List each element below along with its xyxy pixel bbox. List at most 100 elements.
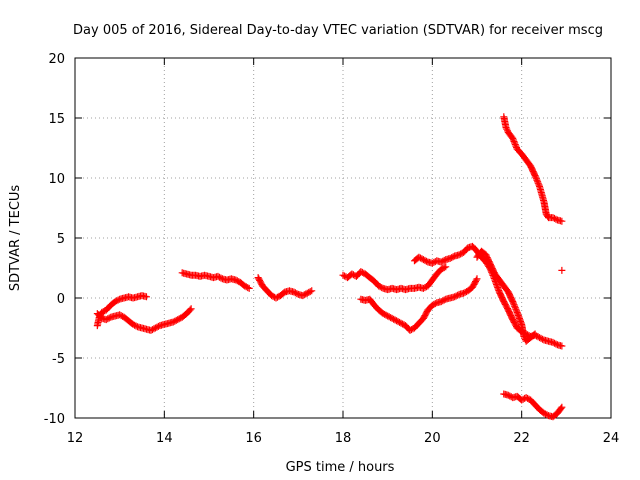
data-point — [519, 395, 527, 403]
data-point — [272, 294, 280, 302]
data-point — [442, 263, 450, 271]
data-point — [385, 313, 393, 321]
data-point — [449, 253, 457, 261]
data-point — [290, 288, 298, 296]
data-point — [114, 296, 122, 304]
y-tick-label: 15 — [48, 112, 65, 127]
data-point — [407, 326, 415, 334]
data-point — [431, 300, 439, 308]
data-point — [539, 335, 547, 343]
grid-lines — [75, 58, 611, 418]
data-point — [241, 282, 249, 290]
data-point — [439, 264, 447, 272]
data-point — [460, 289, 468, 297]
data-point — [102, 316, 110, 324]
data-point — [172, 316, 180, 324]
data-point — [541, 410, 549, 418]
data-point — [387, 314, 395, 322]
data-point — [418, 255, 426, 263]
data-point — [171, 317, 179, 325]
data-point — [524, 394, 532, 402]
data-point — [552, 215, 560, 223]
y-tick-label: -5 — [52, 352, 65, 367]
data-point — [233, 277, 241, 285]
data-point — [99, 308, 107, 316]
data-point — [273, 293, 281, 301]
data-point — [113, 297, 121, 305]
data-point — [358, 268, 366, 276]
data-point — [558, 403, 566, 411]
data-point — [148, 326, 156, 334]
data-point — [522, 394, 530, 402]
data-point — [558, 342, 566, 350]
data-point — [439, 297, 447, 305]
data-point — [540, 409, 548, 417]
data-point — [175, 315, 183, 323]
series-arc-8 — [500, 113, 566, 225]
data-point — [419, 284, 427, 292]
data-point — [534, 178, 542, 186]
data-point — [242, 283, 250, 291]
data-point — [428, 301, 436, 309]
data-point — [376, 283, 384, 291]
data-point — [510, 301, 518, 309]
data-point — [396, 318, 404, 326]
y-tick-label: 5 — [57, 232, 65, 247]
data-point — [415, 253, 423, 261]
data-point — [300, 291, 308, 299]
data-point — [511, 304, 519, 312]
data-point — [439, 257, 447, 265]
data-point — [421, 256, 429, 264]
data-point — [132, 322, 140, 330]
data-point — [268, 292, 276, 300]
data-point — [215, 273, 223, 281]
series-arc-2 — [178, 269, 253, 292]
data-point — [245, 284, 253, 292]
data-point — [509, 299, 517, 307]
data-point — [440, 256, 448, 264]
data-point — [116, 311, 124, 319]
data-point — [293, 290, 301, 298]
data-point — [511, 141, 519, 149]
data-point — [151, 324, 159, 332]
data-point — [154, 322, 162, 330]
data-point — [557, 404, 565, 412]
data-point — [348, 270, 356, 278]
data-point — [306, 288, 314, 296]
data-point — [534, 179, 542, 187]
series-arc-3 — [254, 274, 316, 302]
data-point — [416, 254, 424, 262]
data-point — [117, 312, 125, 320]
data-point — [457, 250, 465, 258]
data-point — [422, 257, 430, 265]
data-point — [511, 139, 519, 147]
data-point — [512, 305, 520, 313]
data-point — [518, 396, 526, 404]
data-point — [532, 175, 540, 183]
y-tick-label: 10 — [48, 172, 65, 187]
data-point — [437, 258, 445, 266]
data-point — [549, 214, 557, 222]
data-point — [244, 284, 252, 292]
data-point — [104, 315, 112, 323]
x-tick-labels: 12 14 16 18 20 22 24 — [67, 431, 620, 446]
data-point — [214, 272, 222, 280]
data-point — [357, 268, 365, 276]
data-point — [512, 142, 520, 150]
data-point — [291, 289, 299, 297]
data-point — [531, 330, 539, 338]
data-point — [532, 173, 540, 181]
x-tick-label: 20 — [424, 431, 441, 446]
data-point — [473, 275, 481, 283]
data-point — [437, 265, 445, 273]
data-point — [504, 391, 512, 399]
data-point — [535, 181, 543, 189]
series-arc-5 — [357, 275, 481, 334]
data-point — [305, 288, 313, 296]
y-tick-label: 20 — [48, 52, 65, 67]
data-point — [509, 298, 517, 306]
series-arc-9 — [500, 390, 566, 421]
data-point — [550, 214, 558, 222]
data-point — [150, 325, 158, 333]
